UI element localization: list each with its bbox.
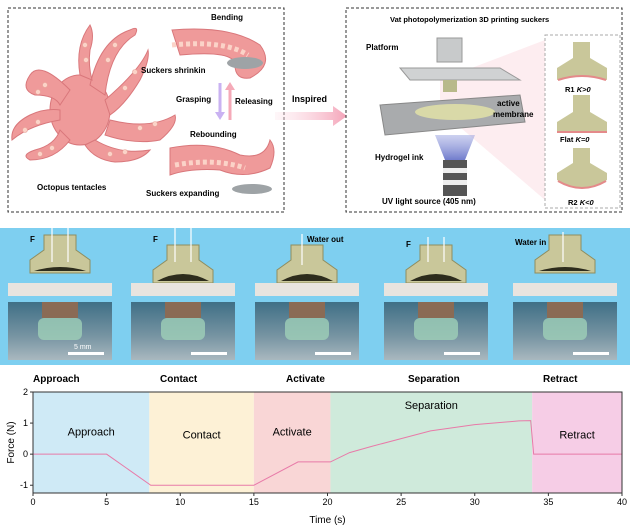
printing-title: Vat photopolymerization 3D printing suck… [390,15,549,24]
scale-bar [68,352,104,355]
scale-bar [444,352,480,355]
platform-plate [398,67,522,81]
printed-sucker [443,80,457,92]
force-label: F [30,235,35,244]
stage-panel: Retract [513,234,617,385]
force-label: F [153,235,158,244]
x-tick-label: 15 [249,497,259,507]
region-separation [330,392,533,493]
x-tick-label: 30 [470,497,480,507]
octopus-label: Octopus tentacles [37,183,107,192]
y-tick-label: 1 [23,418,28,428]
sucker-shapes-frame [544,34,621,209]
r2-label: R2 K<0 [568,198,594,207]
y-axis-label: Force (N) [6,421,17,463]
expanding-tentacle [169,138,275,194]
scale-bar [315,352,351,355]
scale-bar [573,352,609,355]
y-tick-label: 2 [23,387,28,397]
sucker-cross-section [29,234,91,274]
sucker-shape-r2 [557,148,607,189]
force-label: F [406,240,411,249]
stage-label: Contact [160,374,198,385]
water-in-label: Water in [515,238,546,247]
x-tick-label: 5 [104,497,109,507]
rebounding-label: Rebounding [190,130,237,139]
stage-panel: Approach F [8,228,112,385]
sucker-dots [22,42,158,157]
platform-block [436,37,463,63]
stage-label: Activate [286,374,325,385]
scale-bar-label: 5 mm [74,344,92,351]
uv-source-label: UV light source (405 nm) [382,197,476,206]
scale-bar [191,352,227,355]
x-tick-label: 0 [30,497,35,507]
stage-panel: Separation F [384,237,488,385]
stage-label: Retract [543,374,578,385]
x-axis-label: Time (s) [309,515,345,526]
uv-light-source [443,160,467,196]
sucker-cross-section [534,234,596,274]
stage-panel: Contact F [131,228,235,385]
bending-label: Bending [211,13,243,22]
flat-label: Flat K=0 [560,135,590,144]
active-membrane-label-1: active [497,99,520,108]
region-label: Retract [559,430,594,442]
octopus-inspiration-box: Octopus tentacles Bending Suckers shrink… [7,7,285,213]
x-tick-label: 25 [396,497,406,507]
x-tick-label: 40 [617,497,627,507]
substrate [384,283,488,296]
active-membrane-label-2: membrane [493,110,534,119]
grasping-label: Grasping [176,95,211,104]
region-label: Approach [68,427,115,439]
hydrogel-ink-label: Hydrogel ink [375,153,424,162]
stage-label: Approach [33,374,80,385]
fish-icon [232,184,272,194]
force-line [33,420,622,486]
region-contact [149,392,254,493]
x-tick-label: 10 [175,497,185,507]
dashed-frame [345,7,623,213]
stage-label: Separation [408,374,460,385]
substrate [255,283,359,296]
inspired-arrow [275,106,347,126]
fish-icon [227,57,263,69]
region-label: Contact [183,430,221,442]
x-tick-label: 35 [543,497,553,507]
suckers-shrinking-label: Suckers shrinkin [141,66,206,75]
region-retract [532,392,622,493]
y-tick-label: -1 [20,480,28,490]
octopus-illustration [11,24,176,163]
force-chart: Approach Contact Activate Separation Retract… [6,387,627,526]
dashed-frame [7,7,285,213]
sucker-shape-flat [557,95,607,133]
region-label: Activate [273,427,312,439]
region-approach [33,392,150,493]
substrate [8,283,112,296]
substrate [131,283,235,296]
releasing-label: Releasing [235,97,273,106]
substrate [513,283,617,296]
r1-label: R1 K>0 [565,85,591,94]
sucker-shape-r1 [557,42,607,81]
inspired-label: Inspired [292,94,327,104]
suckers-expanding-label: Suckers expanding [146,189,219,198]
bending-tentacle [171,28,267,79]
hydrogel-ink-surface [415,104,495,120]
region-label: Separation [405,400,458,412]
stage-panel: Activate [255,244,359,385]
uv-beam [435,135,475,160]
printing-box: Vat photopolymerization 3D printing suck… [345,7,623,213]
water-out-label: Water out [307,235,344,244]
platform-label: Platform [366,43,398,52]
y-tick-label: 0 [23,449,28,459]
x-tick-label: 20 [322,497,332,507]
stages: Approach F Contact F Activate Separation F Retr… [8,228,617,385]
region-activate [253,392,331,493]
